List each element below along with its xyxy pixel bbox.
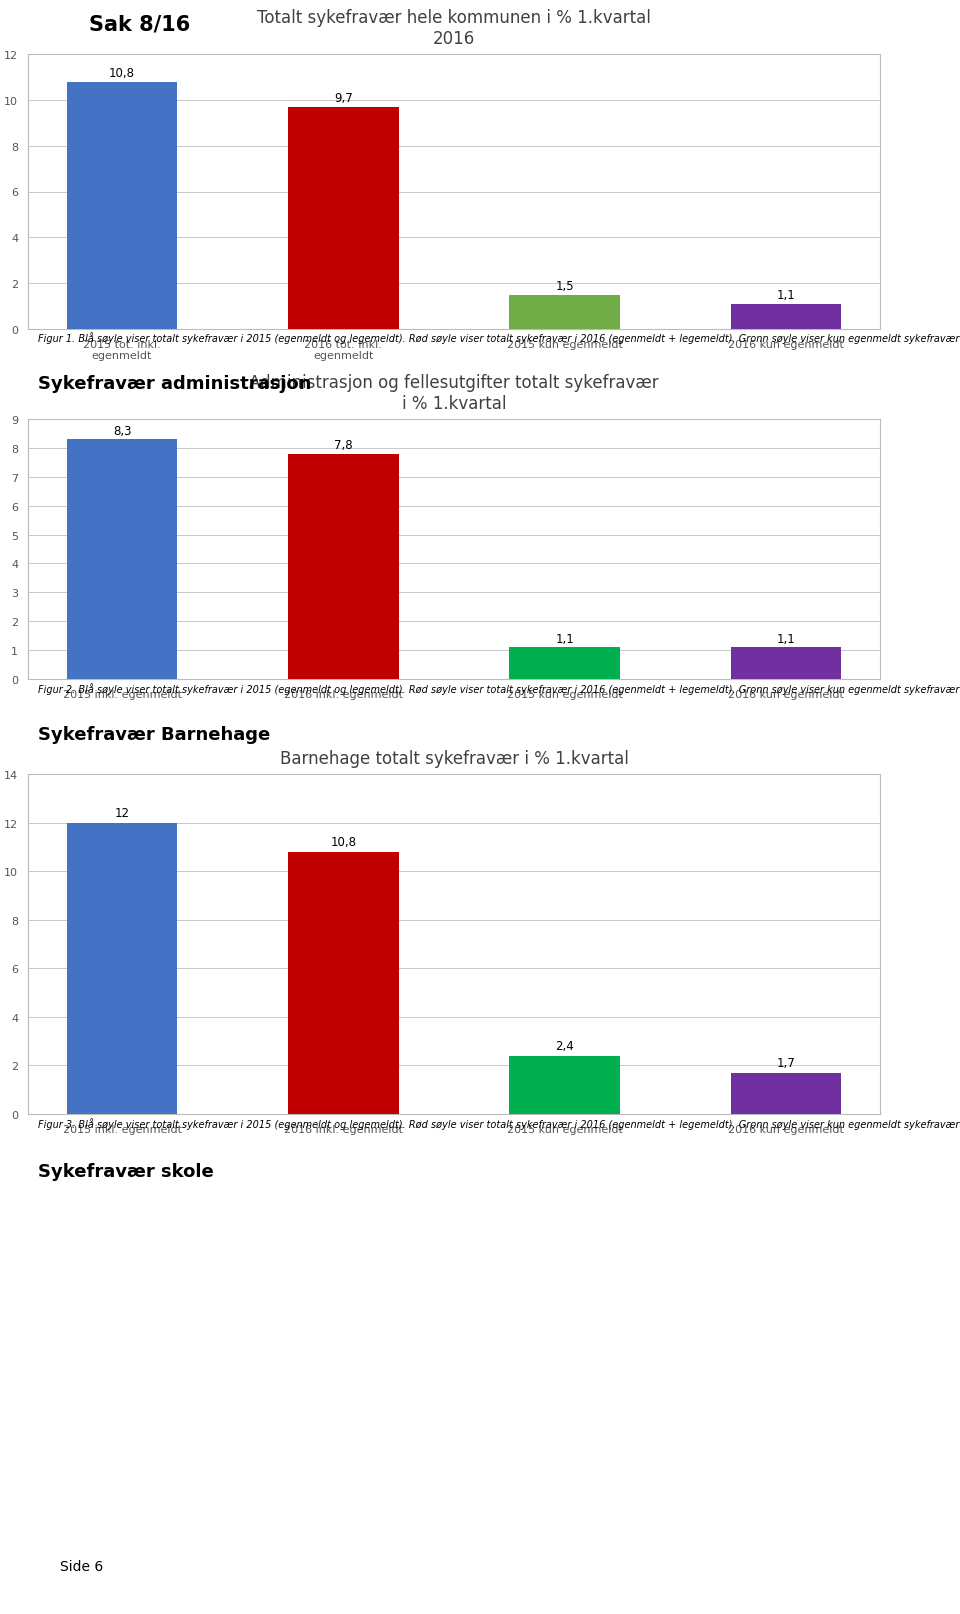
Text: 1,1: 1,1	[777, 633, 795, 646]
Bar	[731, 1073, 841, 1114]
Bar	[288, 455, 398, 679]
Text: Side 6: Side 6	[60, 1559, 104, 1574]
Text: Figur 1. Blå søyle viser totalt sykefravær i 2015 (egenmeldt og legemeldt). Rød : Figur 1. Blå søyle viser totalt sykefrav…	[38, 332, 960, 344]
Text: Sykefravær Barnehage: Sykefravær Barnehage	[38, 726, 271, 744]
Bar	[731, 647, 841, 679]
Bar	[67, 823, 178, 1114]
Text: 10,8: 10,8	[109, 66, 135, 79]
Title: Administrasjon og fellesutgifter totalt sykefravær
i % 1.kvartal: Administrasjon og fellesutgifter totalt …	[250, 374, 659, 413]
Text: 8,3: 8,3	[113, 424, 132, 437]
Text: 7,8: 7,8	[334, 439, 352, 452]
Text: Sak 8/16: Sak 8/16	[89, 15, 191, 36]
Title: Totalt sykefravær hele kommunen i % 1.kvartal
2016: Totalt sykefravær hele kommunen i % 1.kv…	[257, 10, 651, 48]
Text: Sykefravær skole: Sykefravær skole	[38, 1162, 214, 1180]
Text: 2,4: 2,4	[555, 1039, 574, 1052]
Text: 9,7: 9,7	[334, 92, 352, 105]
Bar	[67, 82, 178, 329]
Bar	[510, 295, 620, 329]
Text: 10,8: 10,8	[330, 836, 356, 849]
Text: 1,7: 1,7	[777, 1057, 795, 1070]
Text: Sykefravær administrasjon: Sykefravær administrasjon	[38, 374, 312, 392]
Bar	[510, 1056, 620, 1114]
Bar	[67, 441, 178, 679]
Bar	[288, 852, 398, 1114]
Text: Figur 2. Blå søyle viser totalt sykefravær i 2015 (egenmeldt og legemeldt). Rød : Figur 2. Blå søyle viser totalt sykefrav…	[38, 683, 960, 694]
Bar	[288, 108, 398, 329]
Text: 1,5: 1,5	[555, 279, 574, 292]
Text: 12: 12	[114, 807, 130, 820]
Bar	[731, 305, 841, 329]
Title: Barnehage totalt sykefravær i % 1.kvartal: Barnehage totalt sykefravær i % 1.kvarta…	[279, 749, 629, 767]
Text: 1,1: 1,1	[777, 289, 795, 302]
Bar	[510, 647, 620, 679]
Text: 1,1: 1,1	[555, 633, 574, 646]
Text: Figur 3. Blå søyle viser totalt sykefravær i 2015 (egenmeldt og legemeldt). Rød : Figur 3. Blå søyle viser totalt sykefrav…	[38, 1117, 960, 1130]
